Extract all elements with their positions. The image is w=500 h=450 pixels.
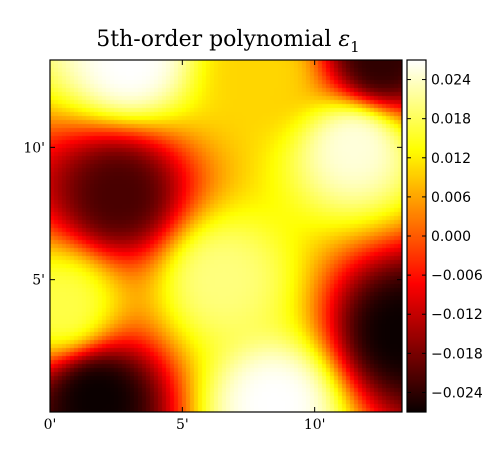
- colorbar-tick-label: −0.012: [431, 307, 483, 323]
- x-tick-label: 5': [176, 417, 189, 433]
- chart-title-text: 5th-order polynomial: [96, 27, 338, 52]
- x-tick-label: 10': [304, 417, 326, 433]
- chart-title: 5th-order polynomial ε1: [96, 27, 359, 56]
- y-tick-label: 10': [23, 140, 45, 156]
- colorbar-tick-label: 0.006: [431, 190, 471, 206]
- x-axis-ticks: 0' 5' 10': [44, 60, 326, 433]
- y-axis-ticks: 5' 10': [23, 140, 402, 289]
- plot-frame: [49, 59, 403, 413]
- colorbar-ticks: 0.024 0.018 0.012 0.006 0.000 −0.006 −0.012 −0.…: [407, 73, 483, 401]
- colorbar-tick-label: −0.006: [431, 268, 483, 284]
- colorbar-tick-label: 0.012: [431, 151, 471, 167]
- heatmap-canvas: [50, 60, 402, 412]
- colorbar-tick-label: 0.000: [431, 229, 471, 245]
- colorbar-canvas: [407, 60, 426, 412]
- x-tick-label: 0': [44, 417, 57, 433]
- chart-title-symbol: ε: [338, 27, 350, 52]
- colorbar-tick-label: 0.024: [431, 73, 471, 89]
- colorbar-tick-label: −0.024: [431, 385, 483, 401]
- colorbar-area: [407, 60, 426, 412]
- chart-title-subscript: 1: [350, 38, 360, 56]
- y-tick-label: 5': [32, 273, 45, 289]
- heatmap-plot-area: [50, 60, 402, 412]
- colorbar-tick-label: −0.018: [431, 346, 483, 362]
- colorbar-tick-label: 0.018: [431, 112, 471, 128]
